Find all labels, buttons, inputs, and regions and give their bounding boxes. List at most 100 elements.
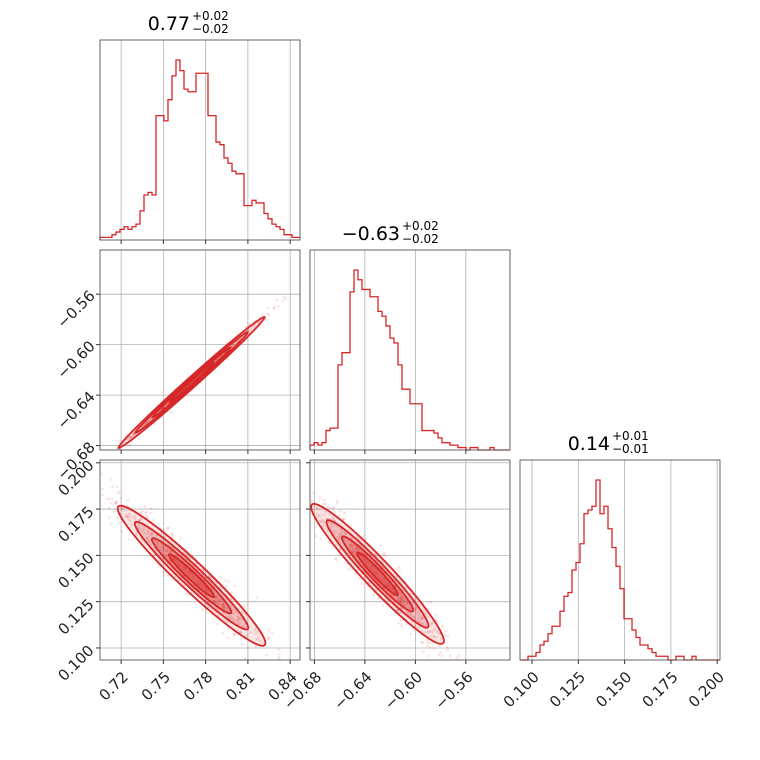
scatter-point [146,536,150,540]
scatter-point [124,515,128,519]
scatter-point [178,562,182,566]
x-tick-label: 0.125 [546,668,589,711]
scatter-point [167,526,170,530]
scatter-point [444,633,447,637]
scatter-point [338,532,342,536]
scatter-point [166,573,170,577]
scatter-point [324,502,328,506]
scatter-point [467,668,470,671]
scatter-point [238,617,242,621]
scatter-point [354,552,357,555]
scatter-point [315,512,319,516]
scatter-point [253,323,257,327]
scatter-point [240,610,244,614]
scatter-point [400,598,404,601]
scatter-point [328,506,331,510]
scatter-point [335,502,339,505]
scatter-point [446,635,450,639]
scatter-point [149,531,153,535]
scatter-point [210,598,214,602]
scatter-point [129,519,132,523]
scatter-point [243,605,246,608]
scatter-point [420,641,424,644]
scatter-point [104,454,107,457]
scatter-point [435,630,439,634]
scatter-point [107,457,110,460]
x-tick-label: 0.175 [639,668,682,711]
scatter-point [255,637,259,641]
scatter-point [421,641,424,645]
scatter-point [240,642,244,646]
scatter-point [429,600,433,604]
title-lower-error: −0.02 [192,22,229,36]
scatter-point [349,543,353,547]
scatter-point [408,606,412,610]
y-tick-label: 0.175 [55,503,98,546]
scatter-point [344,532,347,536]
scatter-point [356,549,360,553]
scatter-point [174,558,178,562]
scatter-point [195,576,199,580]
scatter-point [148,418,152,422]
scatter-point [177,564,181,567]
scatter-point [234,610,238,614]
scatter-point [222,603,225,607]
scatter-point [182,565,186,568]
scatter-point [429,634,433,638]
scatter-point [430,623,434,627]
scatter-point [254,632,258,636]
scatter-point [357,537,361,541]
scatter-point [279,664,282,667]
scatter-point [400,598,404,601]
scatter-point [223,606,227,610]
scatter-point [354,549,357,553]
scatter-point [406,602,410,606]
scatter-point [140,510,144,513]
scatter-point [216,602,220,606]
scatter-point [431,630,434,634]
scatter-point [222,606,226,610]
scatter-point [440,637,443,641]
scatter-point [151,532,155,536]
scatter-point [228,617,232,621]
scatter-point [147,539,150,542]
scatter-point [338,509,342,513]
scatter-point [117,521,121,525]
scatter-point [166,526,169,530]
scatter-point [355,547,359,551]
scatter-point [119,496,123,500]
scatter-point [416,612,419,615]
scatter-point [362,558,366,562]
scatter-point [417,619,421,623]
scatter-point [275,298,279,302]
scatter-point [159,548,163,552]
scatter-point [197,583,201,586]
y-tick-label: −0.56 [53,287,98,332]
scatter-point [166,548,170,552]
scatter-point [304,491,307,494]
scatter-point [235,620,239,623]
scatter-point [232,634,236,638]
scatter-point [355,546,359,550]
scatter-point [162,574,166,577]
scatter-point [227,616,231,620]
scatter-point [377,596,380,600]
scatter-point [435,628,439,632]
scatter-point [431,621,434,625]
scatter-point [387,584,391,588]
scatter-point [160,545,164,548]
scatter-point [446,648,450,652]
scatter-point [224,585,228,588]
scatter-point [409,620,413,623]
scatter-point [411,602,415,606]
scatter-point [333,529,337,533]
scatter-point [115,499,119,503]
scatter-point [432,627,436,631]
scatter-point [350,550,354,553]
scatter-point [194,581,198,585]
scatter-point [149,511,153,515]
scatter-point [149,533,153,537]
scatter-point [320,518,324,522]
scatter-point [342,517,346,521]
title-upper-error: +0.01 [612,429,649,443]
